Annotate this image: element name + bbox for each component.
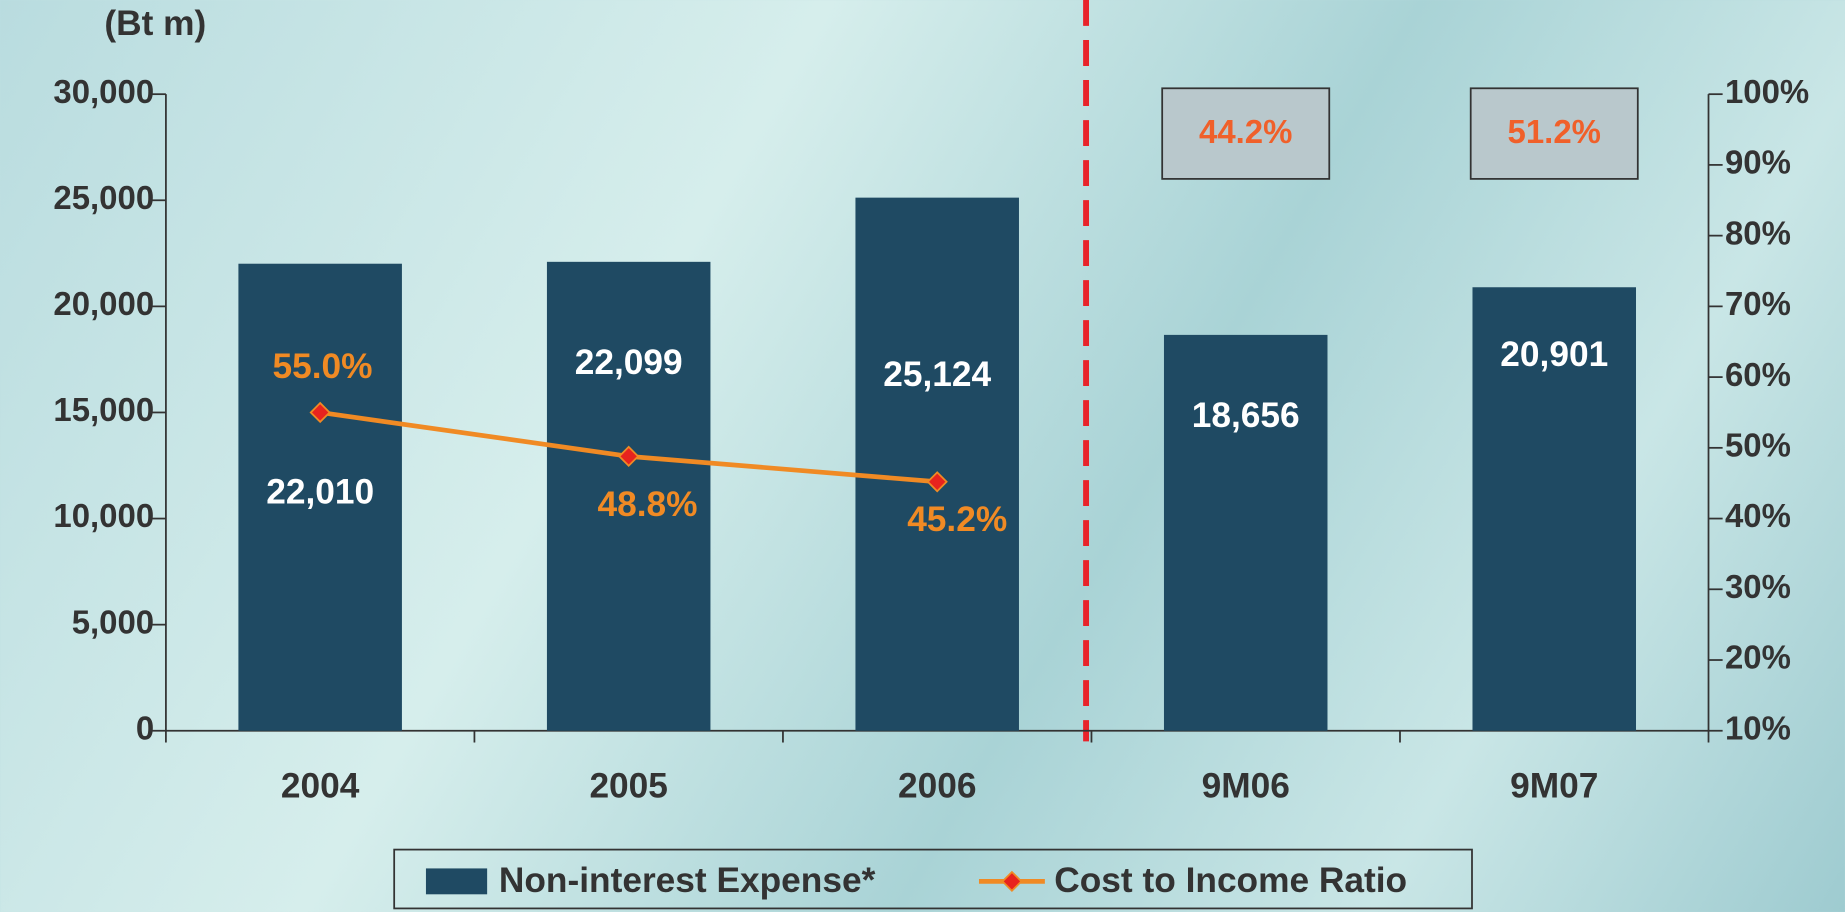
y-tick-label: 5,000 <box>72 603 154 640</box>
bar-value-label: 25,124 <box>883 355 991 394</box>
bar <box>546 261 711 731</box>
y2-tick-label: 40% <box>1725 497 1791 534</box>
annotation-box <box>1469 87 1639 180</box>
y-tick-label: 0 <box>136 709 154 746</box>
line-value-label: 48.8% <box>597 485 697 524</box>
y2-tick-label: 60% <box>1725 356 1791 393</box>
line-marker <box>618 445 640 467</box>
x-tick-label: 9M07 <box>1510 767 1598 806</box>
y-tick-label: 10,000 <box>53 497 154 534</box>
y-tick-label: 30,000 <box>53 73 154 110</box>
x-tick-label: 2005 <box>589 767 668 806</box>
y2-tick-label: 90% <box>1725 144 1791 181</box>
y-axis-label: (Bt m) <box>104 4 206 43</box>
annotation-text: 51.2% <box>1508 113 1601 150</box>
x-tick-label: 2004 <box>281 767 360 806</box>
legend-swatch-bar <box>425 868 488 895</box>
annotation-text: 44.2% <box>1199 113 1292 150</box>
bar-value-label: 20,901 <box>1500 335 1608 374</box>
y2-tick-label: 70% <box>1725 285 1791 322</box>
y2-tick-label: 30% <box>1725 568 1791 605</box>
bar-value-label: 22,099 <box>575 343 683 382</box>
legend-label: Cost to Income Ratio <box>1054 861 1407 900</box>
line-marker <box>926 471 948 493</box>
line-value-label: 55.0% <box>272 347 372 386</box>
legend-swatch-marker <box>1001 870 1023 893</box>
y2-tick-label: 50% <box>1725 427 1791 464</box>
y2-tick-label: 100% <box>1725 73 1809 110</box>
annotation-box <box>1161 87 1331 180</box>
bar <box>855 197 1019 731</box>
bar <box>1472 287 1637 731</box>
line-value-label: 45.2% <box>907 500 1007 539</box>
y2-tick-label: 80% <box>1725 214 1791 251</box>
legend-box <box>393 848 1473 910</box>
bar-value-label: 22,010 <box>266 473 374 512</box>
x-tick-label: 9M06 <box>1202 767 1290 806</box>
line-marker <box>309 401 331 424</box>
y-tick-label: 20,000 <box>53 285 154 322</box>
y2-tick-label: 10% <box>1725 709 1791 746</box>
legend-label: Non-interest Expense* <box>499 861 876 900</box>
y-tick-label: 15,000 <box>53 391 154 428</box>
y2-tick-label: 20% <box>1725 639 1791 676</box>
bar-value-label: 18,656 <box>1192 396 1300 435</box>
x-tick-label: 2006 <box>898 767 977 806</box>
bar <box>238 263 402 731</box>
bar <box>1163 334 1328 731</box>
y-tick-label: 25,000 <box>53 179 154 216</box>
